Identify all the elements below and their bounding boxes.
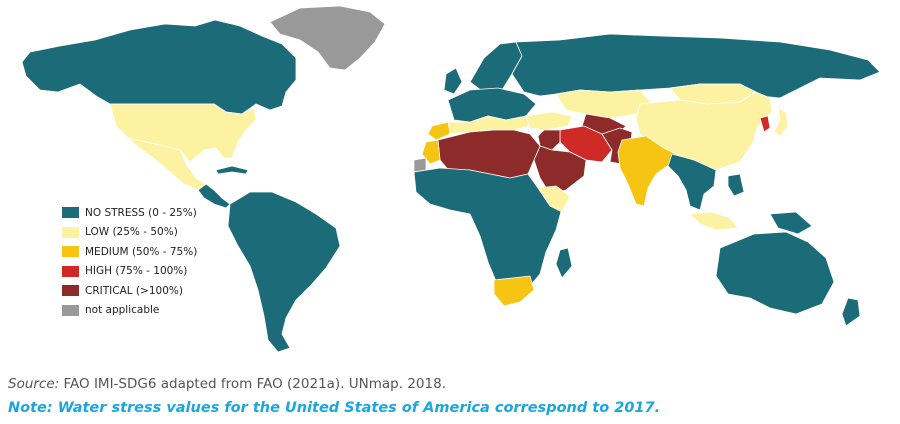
central-america-region: [197, 183, 231, 209]
russia-region: [511, 33, 881, 99]
usa-region: [109, 103, 257, 163]
australia-region: [715, 231, 835, 315]
india-region: [617, 135, 681, 207]
legend-swatch: [62, 226, 79, 238]
world-water-stress-map: [21, 5, 881, 353]
source-prefix: Source:: [8, 376, 60, 392]
legend-swatch: [62, 265, 79, 277]
legend-label: not applicable: [85, 304, 160, 317]
canada-region: [21, 19, 297, 115]
south-africa-region: [493, 275, 535, 307]
japan-region: [773, 107, 789, 137]
source-caption: Source: FAO IMI-SDG6 adapted from FAO (2…: [8, 376, 446, 392]
legend-item-high: HIGH (75% - 100%): [62, 262, 197, 282]
legend-swatch: [62, 285, 79, 297]
legend-swatch: [62, 246, 79, 258]
legend-item-no-stress: NO STRESS (0 - 25%): [62, 203, 197, 223]
note-caption: Note: Water stress values for the United…: [8, 400, 661, 416]
uk-region: [443, 67, 463, 95]
papua-region: [769, 211, 813, 235]
madagascar-region: [555, 247, 573, 279]
legend-label: HIGH (75% - 100%): [85, 265, 188, 278]
western-sahara-region: [413, 157, 427, 173]
legend-item-low: LOW (25% - 50%): [62, 223, 197, 243]
legend-label: LOW (25% - 50%): [85, 226, 178, 239]
korea-region: [759, 115, 771, 133]
southeast-asia-region: [667, 153, 717, 211]
caribbean-region: [215, 165, 249, 175]
legend-swatch: [62, 207, 79, 219]
arabia-region: [533, 145, 587, 195]
scandinavia-region: [469, 41, 523, 95]
subsaharan-africa-region: [413, 167, 563, 291]
spain-region: [427, 121, 451, 141]
indonesia-region: [689, 211, 739, 231]
turkey-region: [525, 111, 573, 131]
south-america-region: [227, 191, 341, 353]
source-text: FAO IMI-SDG6 adapted from FAO (2021a). U…: [59, 376, 446, 392]
legend-item-not-applicable: not applicable: [62, 301, 197, 321]
philippines-region: [727, 173, 745, 197]
map-legend: NO STRESS (0 - 25%) LOW (25% - 50%) MEDI…: [62, 203, 197, 320]
morocco-region: [421, 139, 441, 165]
greenland-region: [269, 5, 386, 71]
legend-label: NO STRESS (0 - 25%): [85, 206, 197, 219]
horn-africa-region: [537, 185, 571, 213]
new-zealand-region: [841, 297, 861, 327]
legend-label: MEDIUM (50% - 75%): [85, 245, 198, 258]
legend-item-medium: MEDIUM (50% - 75%): [62, 242, 197, 262]
iran-region: [559, 125, 613, 163]
legend-item-critical: CRITICAL (>100%): [62, 281, 197, 301]
legend-swatch: [62, 304, 79, 316]
legend-label: CRITICAL (>100%): [85, 284, 183, 297]
